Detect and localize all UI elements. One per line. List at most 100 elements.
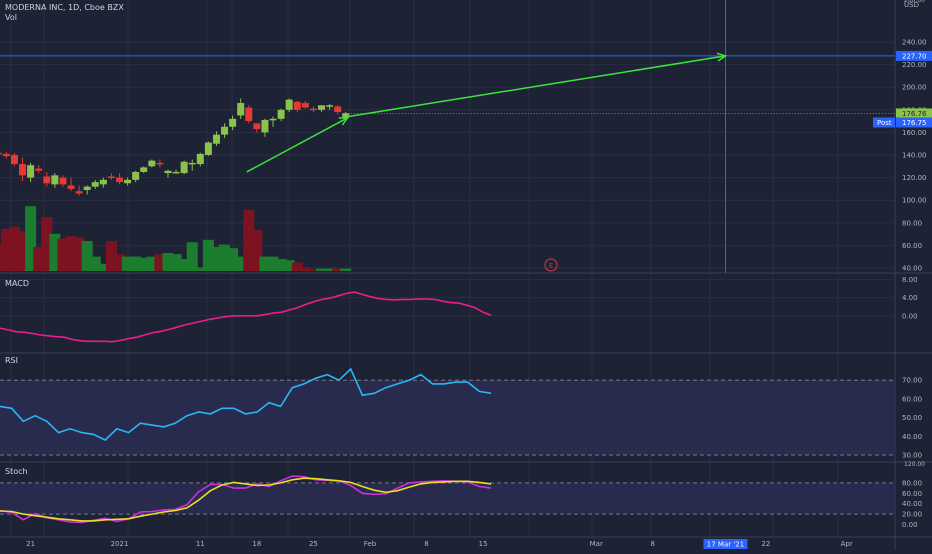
stoch-top-cut: 120.00 — [904, 461, 925, 468]
rsi-tick-label: 70.00 — [902, 377, 922, 385]
earnings-marker: E — [544, 258, 558, 272]
candle-body — [229, 118, 237, 127]
candle-body — [277, 109, 285, 119]
stoch-tick-label: 80.00 — [902, 479, 922, 487]
candle-body — [0, 152, 2, 155]
rsi-label: RSI — [5, 356, 18, 365]
post-price-tag: 176.75 — [902, 119, 927, 127]
volume-bar — [25, 206, 37, 271]
post-label: Post — [877, 119, 892, 127]
volume-bar — [307, 269, 319, 271]
candle-body — [75, 191, 83, 194]
candle-body — [188, 162, 196, 165]
volume-bar — [259, 256, 271, 271]
volume-bar — [178, 259, 190, 271]
macd-tick-label: 8.00 — [902, 276, 918, 284]
volume-bar — [97, 263, 109, 271]
crosshair-price-tag-text: 227.70 — [902, 52, 927, 60]
stoch-series-line — [0, 475, 492, 524]
volume-bar — [65, 236, 77, 271]
volume-label: Vol — [5, 13, 17, 22]
volume-bar — [340, 268, 352, 271]
candle-body — [285, 99, 293, 110]
date-marker-label: 17 Mar '21 — [707, 541, 744, 549]
volume-bar — [81, 241, 93, 271]
time-tick-label: 22 — [761, 540, 770, 548]
candle-body — [301, 103, 309, 108]
time-tick-label: 8 — [651, 540, 655, 548]
candle-body — [342, 113, 350, 118]
volume-bar — [0, 229, 12, 271]
volume-bar — [194, 267, 206, 271]
earnings-letter: E — [549, 263, 553, 270]
volume-bar — [170, 254, 182, 271]
candle-body — [107, 176, 115, 178]
time-tick-label: Mar — [590, 540, 603, 548]
symbol-title: MODERNA INC, 1D, Cboe BZX — [5, 3, 124, 12]
candle-body — [124, 179, 132, 184]
candle-body — [196, 153, 204, 165]
earnings-circle — [544, 258, 558, 272]
candle-body — [172, 171, 180, 174]
last-price-tag-bg — [896, 108, 932, 119]
rsi-tick-label: 30.00 — [902, 452, 922, 460]
candle-body — [237, 103, 245, 116]
candle-body — [253, 123, 261, 130]
stoch-series-line — [0, 477, 492, 522]
candle-body — [99, 179, 107, 185]
price-tick-label: 100.00 — [902, 197, 927, 205]
candle-body — [132, 171, 140, 180]
rsi-series-line — [0, 367, 492, 441]
candle-body — [318, 105, 325, 110]
candle-body — [261, 119, 269, 133]
volume-bar — [146, 256, 158, 271]
volume-bar — [154, 254, 166, 271]
time-tick-label: 18 — [252, 540, 261, 548]
candle-body — [10, 155, 18, 165]
macd-tick-label: 4.00 — [902, 294, 918, 302]
volume-bar — [235, 256, 247, 271]
time-tick-label: 2021 — [111, 540, 129, 548]
volume-bar — [332, 268, 344, 271]
macd-series-line — [0, 291, 492, 343]
stoch-tick-label: 20.00 — [902, 511, 922, 519]
stoch-tick-label: 40.00 — [902, 500, 922, 508]
candle-body — [212, 134, 220, 144]
rsi-band — [0, 380, 895, 455]
volume-bar — [8, 226, 20, 271]
price-tick-label: 140.00 — [902, 152, 927, 160]
time-tick-label: Feb — [364, 540, 377, 548]
candle-body — [269, 118, 277, 121]
candle-body — [83, 186, 91, 191]
volume-bar — [41, 217, 53, 271]
time-tick-label: 11 — [196, 540, 205, 548]
volume-bar — [89, 256, 101, 271]
volume-bar — [122, 256, 134, 271]
time-tick-label: 8 — [424, 540, 428, 548]
volume-bar — [275, 259, 287, 271]
candle-body — [334, 106, 342, 113]
stoch-label: Stoch — [5, 467, 28, 476]
volume-bar — [219, 244, 231, 271]
volume-bar — [162, 253, 174, 271]
candle-body — [156, 162, 164, 165]
volume-bar — [202, 239, 214, 271]
candle-body — [309, 108, 317, 111]
volume-bar — [186, 242, 198, 271]
price-tick-label: 220.00 — [902, 61, 927, 69]
candle-body — [293, 101, 301, 110]
trend-arrow-long-head — [716, 52, 728, 62]
crosshair-price-tag: 227.70 — [896, 50, 932, 61]
candle-body — [59, 177, 67, 185]
volume-bar — [243, 209, 255, 271]
stoch-tick-label: 60.00 — [902, 490, 922, 498]
price-tick-label: 240.00 — [902, 39, 927, 47]
time-tick-label: 21 — [26, 540, 35, 548]
candle-body — [245, 107, 253, 122]
macd-label: MACD — [5, 279, 29, 288]
currency-label: USD — [904, 1, 919, 9]
volume-bar — [299, 267, 311, 271]
volume-bar — [114, 254, 125, 271]
